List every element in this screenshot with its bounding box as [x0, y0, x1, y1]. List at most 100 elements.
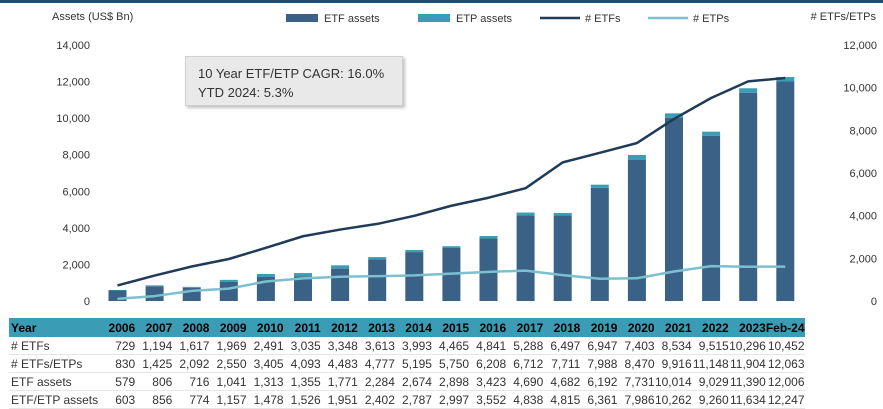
left-tick-label: 14,000	[56, 40, 90, 52]
table-cell: 7,986	[624, 392, 655, 407]
table-cell: 4,777	[364, 356, 395, 371]
bar-etp-assets	[145, 285, 164, 287]
legend-swatch-etf-assets	[286, 14, 318, 22]
table-cell: 3,552	[476, 392, 507, 407]
table-header-year: 2012	[320, 318, 358, 337]
table-header-year: 2011	[283, 318, 321, 337]
bar-etf-assets	[516, 215, 535, 301]
legend-label-num-etps: # ETPs	[693, 13, 730, 25]
table-cell: 3,993	[401, 338, 432, 353]
bar-etp-assets	[368, 257, 387, 260]
table-cell: 716	[189, 374, 210, 389]
bar-etp-assets	[108, 289, 127, 291]
bar-etp-assets	[702, 131, 721, 136]
table-cell: 5,750	[439, 356, 470, 371]
table-header-year: Feb-24	[765, 318, 805, 337]
right-tick-label: 4,000	[849, 211, 877, 223]
table-cell: 4,483	[327, 356, 358, 371]
table-row: ETF assets 579 806 716 1,041 1,313 1,355 1,771 2…	[9, 373, 805, 391]
left-tick-label: 12,000	[56, 77, 90, 89]
bar-etp-assets	[590, 184, 609, 188]
table-cell: 7,403	[624, 338, 655, 353]
table-cell: 6,192	[587, 374, 618, 389]
table-header-year: 2009	[209, 318, 247, 337]
table-cell: 2,284	[364, 374, 395, 389]
chart-area: Assets (US$ Bn) # ETFs/ETPs ETF assets E…	[52, 11, 877, 308]
table-cell: 4,093	[290, 356, 321, 371]
table-cell: 6,947	[587, 338, 618, 353]
table-header-year: 2023	[728, 318, 766, 337]
right-axis-title: # ETFs/ETPs	[811, 11, 877, 23]
table-cell: 603	[115, 392, 136, 407]
table-cell: 8,534	[661, 338, 692, 353]
left-tick-label: 8,000	[62, 150, 90, 162]
table-header-year: 2015	[431, 318, 470, 337]
bar-etp-assets	[442, 246, 461, 249]
table-cell: 856	[152, 392, 173, 407]
table-header-year: 2008	[172, 318, 210, 337]
bar-etp-assets	[294, 273, 312, 277]
table-cell: 11,904	[730, 356, 766, 371]
table-cell: 10,262	[654, 392, 692, 407]
table-cell: 6,208	[476, 356, 507, 371]
bar-etp-assets	[256, 273, 275, 277]
table-header-label: Year	[9, 318, 99, 337]
table-cell: 12,063	[767, 356, 805, 371]
table-cell: 9,515	[698, 338, 729, 353]
bar-etf-assets	[739, 92, 758, 302]
bar-etp-assets	[182, 286, 201, 288]
table-cell: 11,634	[730, 392, 766, 407]
table-cell: 1,194	[142, 338, 173, 353]
table-cell: 4,682	[550, 374, 581, 389]
legend-label-num-etfs: # ETFs	[585, 13, 621, 25]
bar-etf-assets	[145, 286, 164, 301]
right-tick-label: 0	[871, 296, 877, 308]
bar-etp-assets	[739, 88, 758, 93]
left-tick-label: 10,000	[56, 113, 90, 125]
legend-label-etf-assets: ETF assets	[324, 13, 380, 25]
left-tick-label: 2,000	[62, 259, 90, 271]
cagr-info-box: 10 Year ETF/ETP CAGR: 16.0% YTD 2024: 5.…	[185, 56, 403, 106]
table-cell: 830	[115, 356, 136, 371]
table-cell: 10,296	[729, 338, 766, 353]
table-header-year: 2019	[580, 318, 618, 337]
table-cell: 7,711	[551, 356, 581, 371]
table-header-year: 2007	[135, 318, 173, 337]
table-row-label: # ETFs	[11, 338, 50, 353]
table-cell: 1,771	[327, 374, 358, 389]
table-cell: 4,815	[550, 392, 581, 407]
table-cell: 1,478	[253, 392, 284, 407]
top-rule	[0, 0, 883, 3]
bar-etf-assets	[108, 290, 127, 301]
table-header-year: 2014	[394, 318, 432, 337]
legend: ETF assets ETP assets # ETFs # ETPs	[286, 13, 730, 25]
table-header-year: 2021	[654, 318, 692, 337]
table-cell: 4,465	[439, 338, 470, 353]
table-cell: 3,613	[364, 338, 395, 353]
table-cell: 2,787	[401, 392, 432, 407]
table-cell: 774	[189, 392, 210, 407]
table-cell: 2,092	[179, 356, 210, 371]
cagr-line-ytd: YTD 2024: 5.3%	[198, 85, 294, 100]
table-cell: 6,361	[587, 392, 618, 407]
table-cell: 10,014	[654, 374, 692, 389]
bar-etf-assets	[479, 238, 498, 301]
table-cell: 9,916	[661, 356, 692, 371]
table-header-year: 2016	[469, 318, 507, 337]
table-cell: 3,348	[327, 338, 358, 353]
bar-etf-assets	[219, 281, 238, 301]
left-tick-label: 6,000	[62, 186, 90, 198]
data-table: Year 2006 2007 2008 2009 2010 2011 2012 2013 2014…	[9, 318, 805, 409]
table-header-year: 2018	[543, 318, 581, 337]
left-tick-label: 0	[84, 296, 90, 308]
table-cell: 1,157	[216, 392, 247, 407]
bar-etp-assets	[405, 250, 424, 253]
bar-etp-assets	[553, 212, 572, 216]
table-cell: 4,838	[513, 392, 544, 407]
lines	[117, 76, 786, 301]
table-cell: 5,288	[513, 338, 544, 353]
table-cell: 1,355	[290, 374, 321, 389]
table-cell: 11,148	[692, 356, 729, 371]
left-tick-label: 4,000	[62, 223, 90, 235]
bar-etf-assets	[590, 187, 609, 301]
